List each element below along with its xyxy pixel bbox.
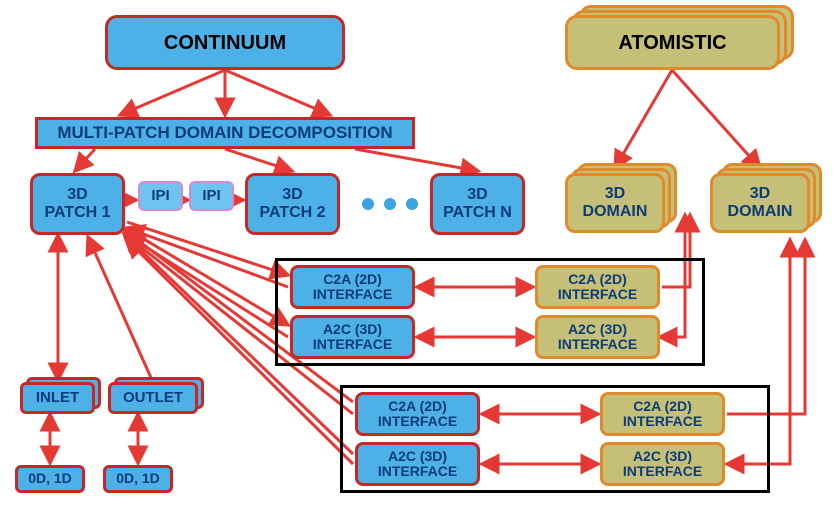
node-3d-patch-2: 3DPATCH 2 [245, 173, 340, 235]
node-0d1d-left: 0D, 1D [15, 465, 85, 493]
node-multi-patch: MULTI-PATCH DOMAIN DECOMPOSITION [35, 117, 415, 149]
node-0d1d-right: 0D, 1D [103, 465, 173, 493]
node-ipi-2: IPI [189, 181, 234, 211]
node-a2c-blue-1: A2C (3D)INTERFACE [290, 315, 415, 359]
ellipsis-dot [406, 198, 418, 210]
node-3d-patch-1: 3DPATCH 1 [30, 173, 125, 235]
ellipsis-dot [384, 198, 396, 210]
node-c2a-olive-2: C2A (2D)INTERFACE [600, 392, 725, 436]
node-ipi-1: IPI [138, 181, 183, 211]
node-3d-patch-n: 3DPATCH N [430, 173, 525, 235]
node-a2c-blue-2: A2C (3D)INTERFACE [355, 442, 480, 486]
node-3d-domain-2: 3DDOMAIN [710, 173, 810, 233]
node-a2c-olive-1: A2C (3D)INTERFACE [535, 315, 660, 359]
node-outlet: OUTLET [108, 382, 198, 414]
ellipsis-dot [362, 198, 374, 210]
node-c2a-olive-1: C2A (2D)INTERFACE [535, 265, 660, 309]
node-atomistic: ATOMISTIC [565, 15, 780, 70]
node-inlet: INLET [20, 382, 95, 414]
node-3d-domain-1: 3DDOMAIN [565, 173, 665, 233]
node-continuum: CONTINUUM [105, 15, 345, 70]
node-c2a-blue-1: C2A (2D)INTERFACE [290, 265, 415, 309]
node-c2a-blue-2: C2A (2D)INTERFACE [355, 392, 480, 436]
node-a2c-olive-2: A2C (3D)INTERFACE [600, 442, 725, 486]
